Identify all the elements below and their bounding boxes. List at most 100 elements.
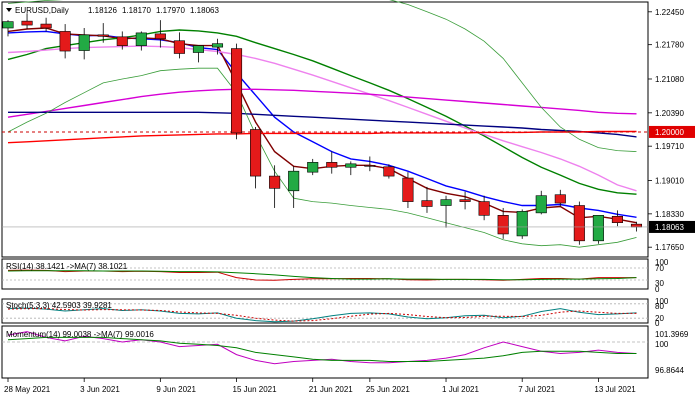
candle-body [211, 43, 224, 48]
candle [592, 215, 604, 244]
candle [154, 20, 166, 48]
candle-body [554, 194, 566, 204]
time-tick-label: 1 Jul 2021 [442, 385, 479, 394]
rsi-lines [7, 269, 637, 281]
candle [192, 45, 204, 63]
candle-body [516, 211, 528, 237]
rsi-panel-frame [1, 258, 649, 290]
triangle-down-icon [6, 8, 12, 12]
signal-series-line [7, 308, 637, 322]
time-tick-label: 21 Jun 2021 [309, 385, 354, 394]
violet-line [7, 45, 637, 192]
rsi-label: RSI(14) 38.1421 ->MA(7) 38.1021 [6, 262, 128, 271]
candle [59, 24, 71, 59]
ohlc-open: 1.18126 [88, 6, 117, 15]
price-panel[interactable]: EURUSD,Daily 1.18126 1.18170 1.17970 1.1… [1, 0, 649, 258]
candle [554, 189, 566, 207]
price-tag [649, 220, 695, 233]
candle-body [535, 195, 547, 214]
candle-body [192, 45, 204, 53]
candle-body [630, 223, 643, 228]
chart-header: EURUSD,Daily 1.18126 1.18170 1.17970 1.1… [6, 6, 219, 15]
candle [116, 31, 128, 50]
momentum-panel-frame [1, 325, 649, 379]
candle [135, 31, 147, 51]
candle [173, 32, 185, 59]
price-tick-label: 1.19710 [655, 142, 684, 151]
candle-body [135, 32, 147, 46]
candle-body [59, 31, 71, 52]
candle-body [40, 23, 52, 29]
candle [478, 195, 490, 221]
candle-body [326, 162, 338, 168]
candle [231, 43, 243, 140]
candle-body [364, 164, 376, 167]
candle [364, 156, 376, 172]
candle-body [592, 215, 604, 242]
candle-body [459, 199, 471, 202]
candle [402, 172, 414, 208]
time-tick-label: 7 Jul 2021 [518, 385, 555, 394]
candle-body [21, 20, 33, 26]
stochastic-lines [7, 307, 637, 323]
price-tick-label: 1.18330 [655, 210, 684, 219]
bollinger-upper-line [7, 0, 637, 152]
candle-body [345, 163, 357, 168]
stochastic-panel[interactable]: Stoch(5,3,3) 42.5903 39.9281 [1, 298, 649, 324]
candle [573, 201, 585, 245]
indicator-tick-label: 70 [655, 264, 664, 273]
candle-body [173, 40, 185, 54]
candle-body [78, 34, 90, 51]
indicator-tick-label: 100 [655, 340, 669, 349]
ohlc-low: 1.17970 [156, 6, 185, 15]
time-tick-label: 15 Jun 2021 [233, 385, 278, 394]
price-tick-label: 1.21780 [655, 41, 684, 50]
candle [383, 164, 395, 179]
candle-body [421, 200, 433, 207]
indicator-tick-label: 0 [655, 285, 660, 294]
candle [78, 27, 90, 60]
candle [97, 23, 109, 43]
candle [269, 165, 281, 208]
momentum-panel[interactable]: Momentum(14) 99.0038 ->MA(7) 99.0016 [1, 325, 649, 379]
ohlc-close: 1.18063 [190, 6, 219, 15]
candle-body [269, 175, 281, 189]
candle-body [116, 36, 128, 46]
candle-body [231, 48, 243, 134]
price-tick-label: 1.19010 [655, 177, 684, 186]
candle [421, 186, 433, 213]
candle-body [573, 205, 585, 242]
candle-body [497, 215, 509, 235]
ma-series-line [7, 336, 637, 362]
candle-body [478, 201, 490, 216]
candle [497, 207, 509, 239]
candle-body [440, 199, 452, 206]
time-tick-label: 9 Jun 2021 [156, 385, 196, 394]
candles [2, 13, 643, 245]
indicator-tick-label: 100 [655, 297, 669, 306]
indicator-tick-label: 80 [655, 302, 664, 311]
price-tick-label: 1.20390 [655, 109, 684, 118]
indicator-tick-label: 30 [655, 279, 664, 288]
price-tag-label: 1.20000 [655, 128, 684, 137]
indicator-tick-label: 101.3969 [655, 330, 689, 339]
time-axis: 28 May 2021 3 Jun 2021 9 Jun 2021 15 Jun 20… [4, 378, 636, 394]
rsi-panel[interactable]: RSI(14) 38.1421 ->MA(7) 38.1021 [1, 258, 649, 290]
candle [211, 38, 224, 55]
price-tick-label: 1.21080 [655, 75, 684, 84]
blue-line [7, 30, 637, 218]
candle [21, 13, 33, 29]
candle-body [97, 34, 109, 37]
candle [440, 195, 452, 228]
time-tick-label: 28 May 2021 [4, 385, 51, 394]
price-tag [649, 125, 695, 138]
navy-line [8, 111, 637, 138]
candle [516, 209, 528, 239]
symbol-label: EURUSD,Daily [15, 6, 69, 15]
candle [345, 161, 357, 176]
